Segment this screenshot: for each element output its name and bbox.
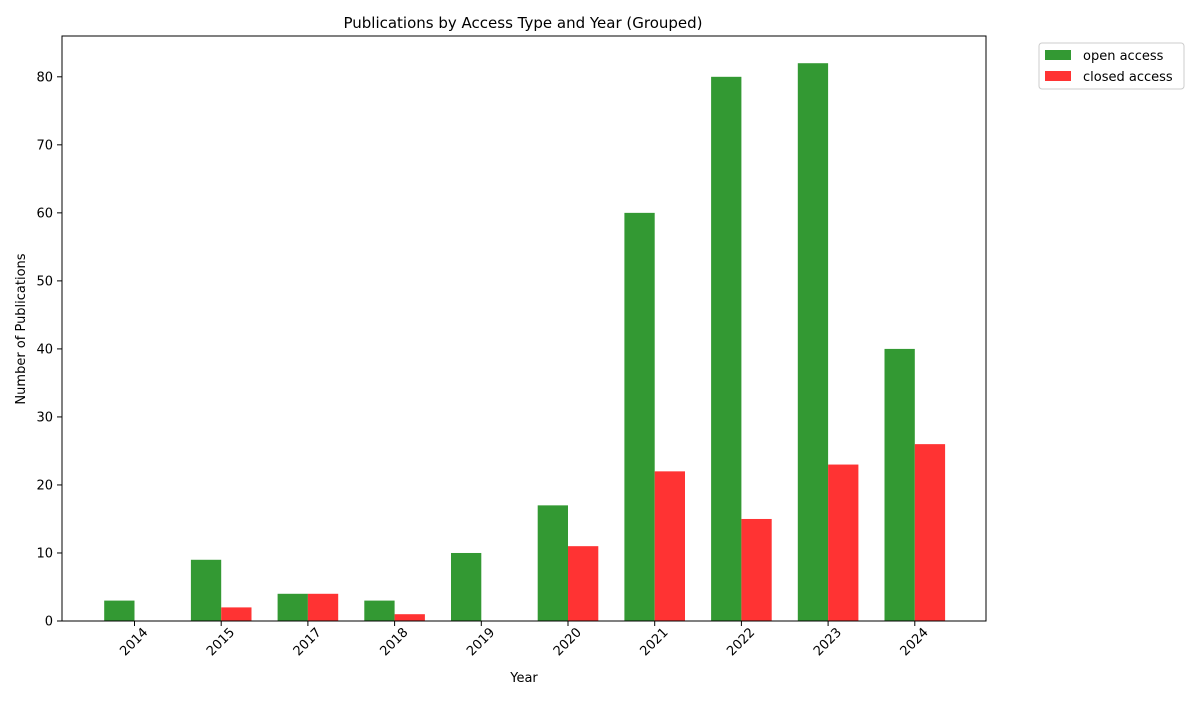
legend-frame — [1038, 42, 1185, 90]
x-tick-label: 2015 — [204, 625, 238, 659]
bar-open-access-2023 — [797, 63, 829, 621]
bar-open-access-2015 — [190, 559, 222, 621]
x-tick-label: 2023 — [811, 625, 845, 659]
bar-open-access-2022 — [711, 76, 742, 621]
bar-closed-access-2023 — [828, 464, 859, 621]
x-tick-label: 2019 — [464, 625, 498, 659]
bar-closed-access-2015 — [221, 607, 252, 621]
x-tick-label: 2017 — [291, 625, 325, 659]
x-axis-label: Year — [509, 671, 538, 686]
bar-open-access-2021 — [624, 212, 655, 622]
legend-swatch-closed-access — [1045, 71, 1071, 81]
y-tick-label: 50 — [36, 274, 53, 289]
y-tick-label: 40 — [36, 342, 53, 357]
x-tick-label: 2021 — [638, 625, 672, 659]
bar-open-access-2019 — [451, 552, 482, 621]
bar-open-access-2017 — [277, 593, 308, 621]
y-tick-label: 60 — [36, 206, 53, 221]
bar-closed-access-2018 — [394, 614, 425, 621]
y-tick-label: 80 — [36, 70, 53, 85]
x-tick-label: 2024 — [898, 625, 932, 659]
legend-label-open-access: open access — [1083, 49, 1164, 64]
legend: open access closed access — [1038, 42, 1185, 90]
x-tick-label: 2014 — [117, 625, 151, 659]
bar-closed-access-2022 — [741, 518, 772, 621]
y-axis: 0 10 20 30 40 50 60 70 80 — [36, 70, 62, 630]
y-tick-label: 0 — [45, 615, 53, 630]
y-axis-label: Number of Publications — [14, 253, 29, 404]
y-tick-label: 10 — [36, 546, 53, 561]
y-tick-label: 70 — [36, 138, 53, 153]
y-tick-label: 30 — [36, 410, 53, 425]
x-tick-label: 2022 — [724, 625, 758, 659]
bar-open-access-2018 — [364, 600, 395, 621]
bar-closed-access-2020 — [568, 546, 599, 621]
bar-open-access-2014 — [104, 600, 135, 621]
x-axis: 2014 2015 2017 2018 2019 2020 2021 2022 2023 2024 — [117, 621, 932, 659]
y-tick-label: 20 — [36, 478, 53, 493]
bar-closed-access-2024 — [914, 444, 946, 621]
x-tick-label: 2018 — [377, 625, 411, 659]
bar-closed-access-2017 — [307, 593, 339, 621]
bars-layer — [104, 63, 946, 622]
bar-open-access-2024 — [884, 348, 915, 621]
chart-title: Publications by Access Type and Year (Gr… — [343, 14, 702, 32]
bar-open-access-2020 — [537, 505, 568, 621]
plot-frame — [61, 35, 987, 622]
legend-swatch-open-access — [1045, 50, 1071, 60]
bar-closed-access-2021 — [654, 471, 685, 621]
x-tick-label: 2020 — [551, 625, 585, 659]
legend-label-closed-access: closed access — [1083, 70, 1173, 85]
